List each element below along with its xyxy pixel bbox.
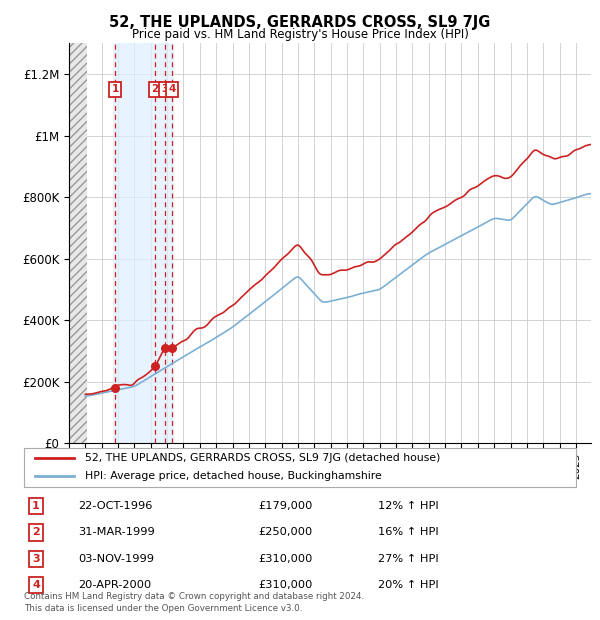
Text: 22-OCT-1996: 22-OCT-1996 bbox=[78, 501, 152, 511]
Text: 4: 4 bbox=[32, 580, 40, 590]
Text: £250,000: £250,000 bbox=[258, 528, 312, 538]
Text: Price paid vs. HM Land Registry's House Price Index (HPI): Price paid vs. HM Land Registry's House … bbox=[131, 28, 469, 41]
Text: 2: 2 bbox=[151, 84, 158, 94]
Text: 16% ↑ HPI: 16% ↑ HPI bbox=[378, 528, 439, 538]
Text: 27% ↑ HPI: 27% ↑ HPI bbox=[378, 554, 439, 564]
Bar bbox=[69, 43, 86, 443]
Text: 1: 1 bbox=[112, 84, 119, 94]
Bar bbox=[113, 43, 174, 443]
Text: £310,000: £310,000 bbox=[258, 580, 313, 590]
Text: Contains HM Land Registry data © Crown copyright and database right 2024.
This d: Contains HM Land Registry data © Crown c… bbox=[24, 591, 364, 613]
FancyBboxPatch shape bbox=[24, 448, 576, 487]
Text: 12% ↑ HPI: 12% ↑ HPI bbox=[378, 501, 439, 511]
Text: £310,000: £310,000 bbox=[258, 554, 313, 564]
Text: 52, THE UPLANDS, GERRARDS CROSS, SL9 7JG (detached house): 52, THE UPLANDS, GERRARDS CROSS, SL9 7JG… bbox=[85, 453, 440, 463]
Text: 2: 2 bbox=[32, 528, 40, 538]
Text: 4: 4 bbox=[169, 84, 176, 94]
Text: 20-APR-2000: 20-APR-2000 bbox=[78, 580, 151, 590]
Text: 31-MAR-1999: 31-MAR-1999 bbox=[78, 528, 155, 538]
Text: 52, THE UPLANDS, GERRARDS CROSS, SL9 7JG: 52, THE UPLANDS, GERRARDS CROSS, SL9 7JG bbox=[109, 16, 491, 30]
Text: 1: 1 bbox=[32, 501, 40, 511]
Text: 20% ↑ HPI: 20% ↑ HPI bbox=[378, 580, 439, 590]
Text: £179,000: £179,000 bbox=[258, 501, 313, 511]
Text: 03-NOV-1999: 03-NOV-1999 bbox=[78, 554, 154, 564]
Text: 3: 3 bbox=[32, 554, 40, 564]
Text: HPI: Average price, detached house, Buckinghamshire: HPI: Average price, detached house, Buck… bbox=[85, 471, 382, 481]
Text: 3: 3 bbox=[161, 84, 168, 94]
